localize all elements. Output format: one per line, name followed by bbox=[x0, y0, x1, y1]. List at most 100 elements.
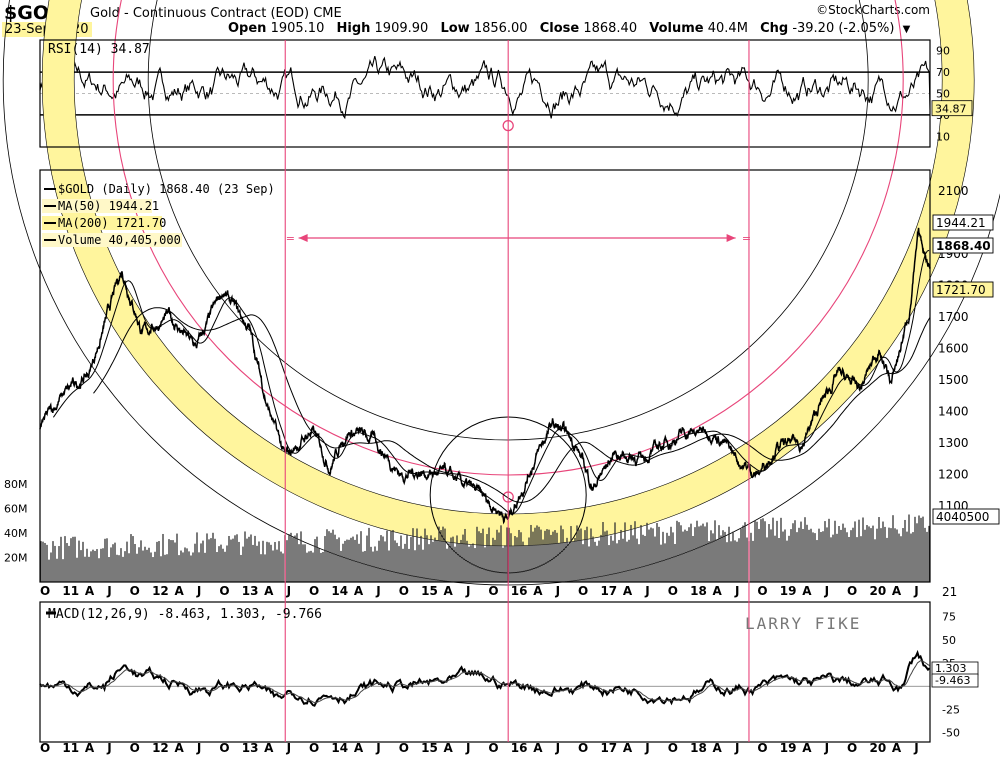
x-label-1-31: J bbox=[734, 741, 739, 755]
arrow-head-left bbox=[298, 234, 308, 242]
price-label-1: 1868.40 bbox=[936, 239, 991, 253]
x-label-1-5: 12 bbox=[152, 741, 169, 755]
x-label-0-7: J bbox=[196, 584, 201, 598]
x-label-1-26: A bbox=[623, 741, 633, 755]
dropdown-arrow-icon[interactable]: ▼ bbox=[902, 24, 911, 35]
macd-tick--50: -50 bbox=[942, 727, 960, 740]
price-label-2: 1721.70 bbox=[936, 283, 986, 297]
macd-frame bbox=[39, 601, 931, 743]
x-label-0-36: O bbox=[847, 584, 857, 598]
open-value: 1905.10 bbox=[270, 21, 325, 36]
x-label-1-34: A bbox=[802, 741, 812, 755]
x-label-1-23: J bbox=[555, 741, 560, 755]
macd-tick-50: 50 bbox=[942, 634, 956, 647]
volume-tick-80M: 80M bbox=[4, 478, 28, 491]
x-label-1-13: 14 bbox=[331, 741, 348, 755]
chart-text: 1030507090RSI(14) 34.8734.87110012001300… bbox=[4, 42, 1000, 755]
macd-signal-line bbox=[40, 660, 930, 704]
legend-label-3: Volume 40,405,000 bbox=[58, 233, 181, 247]
x-label-0-38: A bbox=[892, 584, 902, 598]
x-label-0-35: J bbox=[824, 584, 829, 598]
rsi-tick-50: 50 bbox=[936, 88, 950, 101]
legend-highlight-1 bbox=[42, 199, 152, 213]
equal-mark-right: = bbox=[742, 232, 751, 245]
x-label-1-35: J bbox=[824, 741, 829, 755]
x-label-0-24: O bbox=[578, 584, 588, 598]
x-label-1-6: A bbox=[175, 741, 185, 755]
macd-tick--25: -25 bbox=[942, 704, 960, 717]
legend-highlight-2 bbox=[42, 216, 162, 230]
x-label-1-32: O bbox=[757, 741, 767, 755]
x-label-0-31: J bbox=[734, 584, 739, 598]
x-label-0-14: A bbox=[354, 584, 364, 598]
volume-value: 40.4M bbox=[707, 21, 748, 36]
rsi-line bbox=[39, 55, 931, 120]
macd-value-box-1 bbox=[931, 673, 979, 688]
x-label-1-37: 20 bbox=[869, 741, 886, 755]
rsi-tick-70: 70 bbox=[936, 66, 950, 79]
brand-text: StockCharts.com bbox=[828, 3, 930, 17]
x-label-0-19: J bbox=[465, 584, 470, 598]
macd-title: MACD(12,26,9) -8.463, 1.303, -9.766 bbox=[48, 607, 322, 622]
x-label-1-19: J bbox=[465, 741, 470, 755]
x-label-1-8: O bbox=[219, 741, 229, 755]
axes bbox=[39, 39, 931, 743]
legend-label-0: $GOLD (Daily) 1868.40 (23 Sep) bbox=[58, 182, 275, 196]
x-label-1-20: O bbox=[488, 741, 498, 755]
price-label-box-0 bbox=[932, 214, 994, 231]
x-corner-label: 21 bbox=[942, 585, 957, 599]
x-label-0-11: J bbox=[286, 584, 291, 598]
x-label-0-32: O bbox=[757, 584, 767, 598]
rsi-panel bbox=[39, 55, 931, 132]
x-label-1-38: A bbox=[892, 741, 902, 755]
price-frame bbox=[39, 169, 931, 583]
x-label-0-23: J bbox=[555, 584, 560, 598]
x-label-0-6: A bbox=[175, 584, 185, 598]
price-label-box-1 bbox=[932, 237, 994, 254]
x-label-1-9: 13 bbox=[242, 741, 259, 755]
close-label: Close bbox=[539, 21, 580, 36]
x-label-1-18: A bbox=[444, 741, 454, 755]
ohlc-summary: Open 1905.10 High 1909.90 Low 1856.00 Cl… bbox=[220, 21, 910, 36]
volume-panel bbox=[40, 514, 930, 582]
x-label-0-26: A bbox=[623, 584, 633, 598]
x-label-1-25: 17 bbox=[600, 741, 617, 755]
price-tick-1400: 1400 bbox=[938, 405, 969, 419]
x-label-0-0: O bbox=[40, 584, 50, 598]
rsi-tick-90: 90 bbox=[936, 45, 950, 58]
price-label-box-2 bbox=[932, 281, 994, 298]
x-label-0-12: O bbox=[309, 584, 319, 598]
x-label-1-39: J bbox=[913, 741, 918, 755]
x-label-0-17: 15 bbox=[421, 584, 438, 598]
price-tick-1200: 1200 bbox=[938, 468, 969, 482]
brand-label[interactable]: ©StockCharts.com bbox=[816, 3, 930, 17]
x-label-1-11: J bbox=[286, 741, 291, 755]
macd-panel bbox=[39, 649, 931, 707]
x-label-1-0: O bbox=[40, 741, 50, 755]
x-label-0-2: A bbox=[85, 584, 95, 598]
rsi-tick-10: 10 bbox=[936, 130, 950, 143]
x-label-1-15: J bbox=[375, 741, 380, 755]
chg-label: Chg bbox=[760, 21, 789, 36]
x-label-1-3: J bbox=[106, 741, 111, 755]
close-value: 1868.40 bbox=[583, 21, 638, 36]
price-tick-1300: 1300 bbox=[938, 436, 969, 450]
price-line bbox=[39, 227, 931, 525]
x-label-0-28: O bbox=[668, 584, 678, 598]
price-label-0: 1944.21 bbox=[936, 216, 986, 230]
x-label-0-29: 18 bbox=[690, 584, 707, 598]
high-value: 1909.90 bbox=[374, 21, 429, 36]
x-label-1-28: O bbox=[668, 741, 678, 755]
rsi-frame bbox=[39, 39, 931, 148]
x-label-1-33: 19 bbox=[780, 741, 797, 755]
chg-value: -39.20 (-2.05%) bbox=[792, 21, 895, 36]
x-label-0-5: 12 bbox=[152, 584, 169, 598]
x-label-0-18: A bbox=[444, 584, 454, 598]
ma200-line bbox=[93, 307, 931, 503]
x-label-0-20: O bbox=[488, 584, 498, 598]
high-label: High bbox=[336, 21, 371, 36]
x-label-0-4: O bbox=[130, 584, 140, 598]
x-label-0-1: 11 bbox=[62, 584, 79, 598]
x-label-1-16: O bbox=[399, 741, 409, 755]
